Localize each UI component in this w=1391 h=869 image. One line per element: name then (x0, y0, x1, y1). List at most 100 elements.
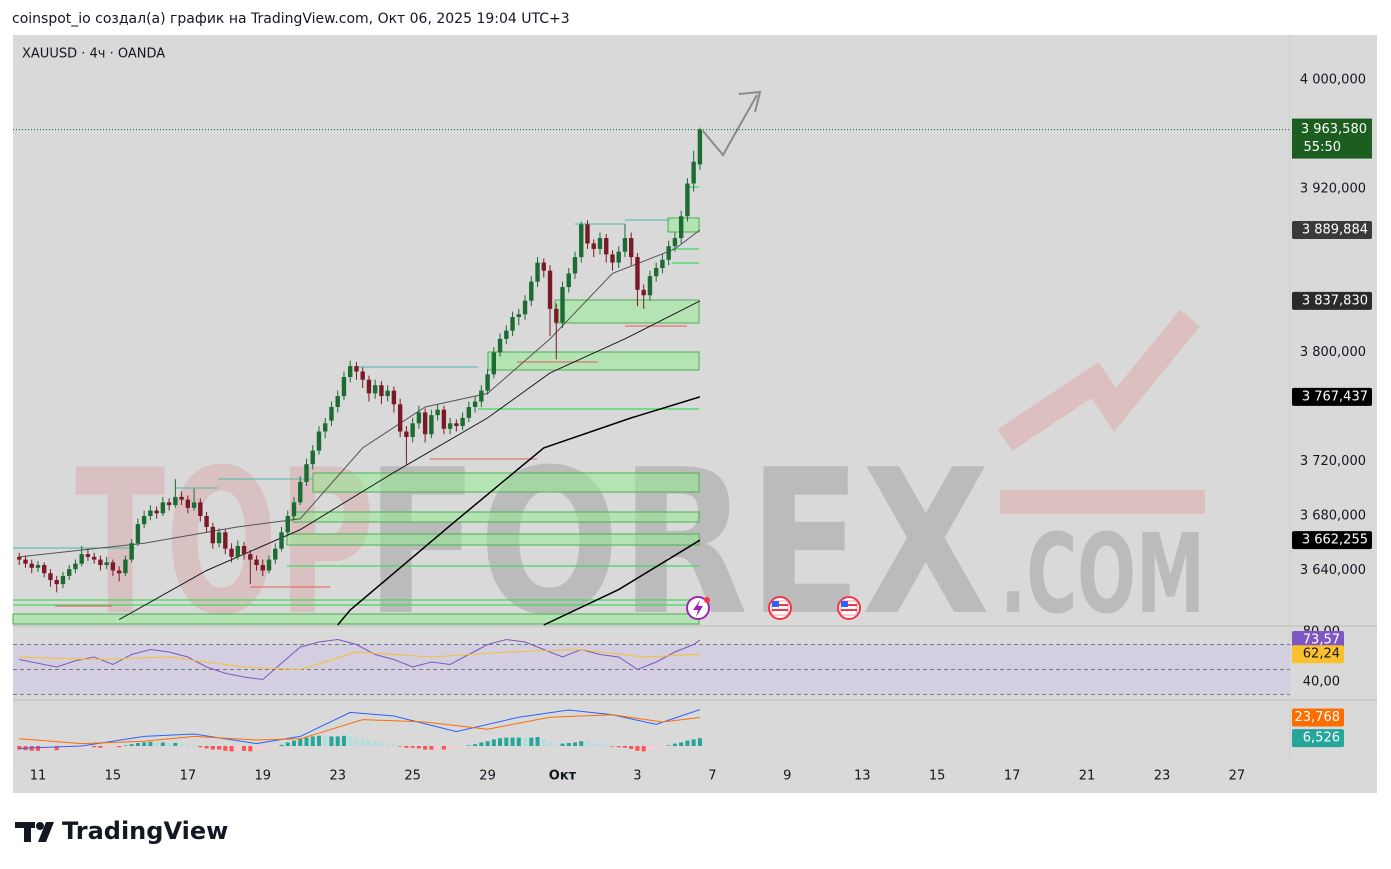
event-icon (704, 597, 710, 603)
candle-body (248, 554, 253, 560)
histogram-bar (148, 741, 153, 747)
histogram-bar (298, 738, 303, 747)
candle-body (116, 570, 122, 574)
histogram-bar (92, 746, 97, 748)
price-label: 73,57 (1303, 633, 1340, 648)
histogram-bar (60, 746, 65, 750)
candle-body (229, 548, 234, 557)
candle-body (678, 216, 684, 239)
candle-body (191, 502, 197, 508)
histogram-bar (341, 735, 346, 747)
histogram-bar (329, 736, 334, 747)
histogram-bar (67, 746, 72, 750)
histogram-bar (217, 746, 222, 750)
histogram-bar (154, 742, 159, 747)
histogram-bar (223, 746, 228, 751)
x-tick-label: 23 (329, 769, 346, 784)
price-label-box (1292, 387, 1372, 406)
x-tick-label: 25 (404, 769, 421, 784)
histogram-bar (254, 746, 259, 751)
histogram-bar (192, 744, 197, 747)
candle-body (273, 548, 278, 560)
histogram-bar (697, 738, 702, 747)
histogram-bar (123, 745, 128, 747)
candle-body (166, 502, 172, 506)
candle-body (67, 569, 72, 576)
histogram-bar (672, 743, 677, 747)
zone (292, 511, 700, 523)
candle-body (497, 338, 503, 353)
candle-body (29, 563, 34, 568)
x-tick-label: 27 (1229, 769, 1246, 784)
zone (312, 472, 700, 493)
candle-body (441, 409, 447, 429)
candle-body (597, 238, 603, 249)
histogram-bar (679, 742, 684, 747)
candle-body (585, 224, 590, 244)
histogram-bar (248, 746, 253, 752)
histogram-bar (98, 746, 103, 748)
x-tick-label: 7 (708, 769, 716, 784)
histogram-bar (235, 746, 240, 751)
watermark-logo (997, 309, 1201, 451)
candle-body (260, 565, 265, 571)
candle-body (466, 406, 472, 418)
histogram-bar (416, 746, 421, 749)
candle-body (666, 246, 671, 260)
histogram-bar (79, 746, 84, 748)
candle-body (291, 502, 297, 516)
histogram-bar (179, 743, 184, 747)
candle-body (348, 366, 353, 378)
histogram-bar (435, 746, 440, 750)
watermark-logo (1000, 490, 1205, 514)
histogram-bar (441, 746, 446, 750)
candle-body (660, 259, 665, 269)
histogram-bar (285, 742, 290, 747)
candle-body (366, 379, 372, 394)
zone (12, 613, 700, 625)
candle-body (460, 417, 465, 427)
forecast-arrow (702, 94, 758, 157)
candle-body (454, 423, 459, 427)
candle-body (697, 129, 703, 165)
candle-body (535, 262, 540, 282)
histogram-bar (142, 742, 147, 747)
y-tick-label: 3 720,000 (1300, 454, 1366, 469)
histogram-bar (410, 746, 415, 748)
x-tick-label: 15 (929, 769, 946, 784)
y-tick-label: 3 680,000 (1300, 508, 1366, 523)
histogram-bar (554, 744, 559, 747)
price-label-box (1292, 631, 1344, 650)
candle-body (541, 262, 546, 271)
candle-body (329, 406, 334, 421)
candle-body (554, 308, 559, 323)
candle-body (141, 515, 147, 525)
histogram-bar (629, 746, 634, 750)
histogram-bar (622, 746, 627, 748)
candle-body (298, 481, 303, 503)
x-tick-label: 15 (105, 769, 122, 784)
candle-body (591, 243, 596, 249)
histogram-bar (279, 744, 284, 747)
indicator-line (118, 300, 701, 620)
price-label: 3 662,255 (1302, 533, 1368, 548)
histogram-bar (292, 740, 297, 747)
histogram-bar (566, 743, 571, 747)
price-label-box (1292, 708, 1344, 727)
candle-body (160, 502, 166, 514)
candle-body (60, 575, 66, 585)
histogram-bar (373, 741, 378, 747)
candle-body (391, 390, 397, 405)
candle-body (616, 251, 621, 263)
histogram-bar (591, 743, 596, 747)
histogram-bar (379, 742, 384, 747)
histogram-bar (304, 737, 309, 747)
candle-body (223, 532, 228, 549)
histogram-bar (385, 743, 390, 747)
candle-body (91, 556, 97, 560)
price-label: 3 767,437 (1302, 389, 1368, 404)
candle-body (410, 423, 415, 437)
candle-body (42, 565, 47, 574)
candle-body (216, 532, 222, 544)
